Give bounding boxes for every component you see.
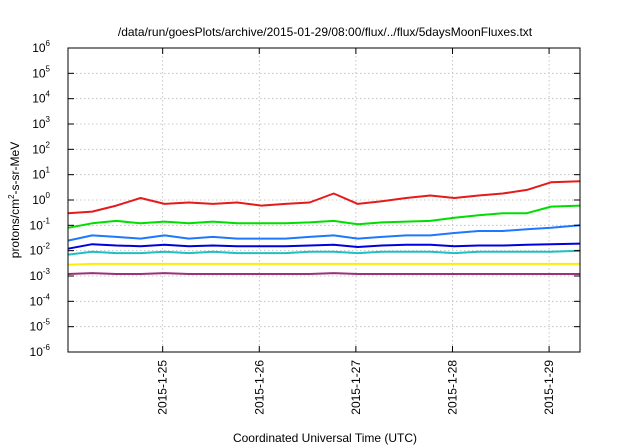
series-layer	[67, 180, 581, 275]
y-tick-label: 100	[32, 191, 50, 207]
y-axis-label-sup: 2	[7, 194, 16, 199]
x-axis-label: Coordinated Universal Time (UTC)	[233, 431, 417, 445]
chart-title: /data/run/goesPlots/archive/2015-01-29/0…	[118, 25, 533, 39]
x-tick-label: 2015-1-28	[445, 360, 459, 415]
y-tick-label: 10-6	[30, 343, 51, 359]
series-line-4	[67, 242, 581, 250]
x-tick-label: 2015-1-26	[252, 360, 266, 415]
grid-layer	[68, 48, 580, 352]
svg-text:protons/cm2-s-sr-MeV: protons/cm2-s-sr-MeV	[7, 142, 22, 258]
series-line-1	[67, 180, 581, 215]
y-tick-label: 103	[32, 115, 50, 131]
series-line-3	[67, 224, 581, 242]
y-axis-label-base: protons/cm	[8, 199, 22, 258]
series-line-2	[67, 204, 581, 229]
x-tick-label: 2015-1-29	[542, 360, 556, 415]
tick-layer: 10-6 10-5 10-4 10-3 10-2 10-1 100 101 102 103 104 1…	[30, 39, 580, 415]
y-tick-label: 10-5	[30, 318, 51, 334]
series-line-7	[67, 272, 580, 275]
y-tick-label: 102	[32, 140, 50, 156]
y-axis-label-rest: -s-sr-MeV	[8, 142, 22, 195]
y-tick-label: 101	[32, 166, 50, 182]
x-tick-label: 2015-1-27	[349, 360, 363, 415]
y-tick-label: 105	[32, 64, 50, 80]
x-tick-label: 2015-1-25	[156, 360, 170, 415]
y-axis-label: protons/cm2-s-sr-MeV	[7, 142, 22, 258]
series-line-6	[67, 262, 580, 266]
y-tick-label: 10-1	[30, 216, 51, 232]
y-tick-label: 104	[32, 90, 50, 106]
y-tick-label: 10-2	[30, 242, 51, 258]
y-tick-label: 10-3	[30, 267, 51, 283]
y-tick-label: 10-4	[30, 292, 51, 308]
y-tick-label: 106	[32, 39, 50, 55]
series-line-5	[67, 249, 581, 256]
